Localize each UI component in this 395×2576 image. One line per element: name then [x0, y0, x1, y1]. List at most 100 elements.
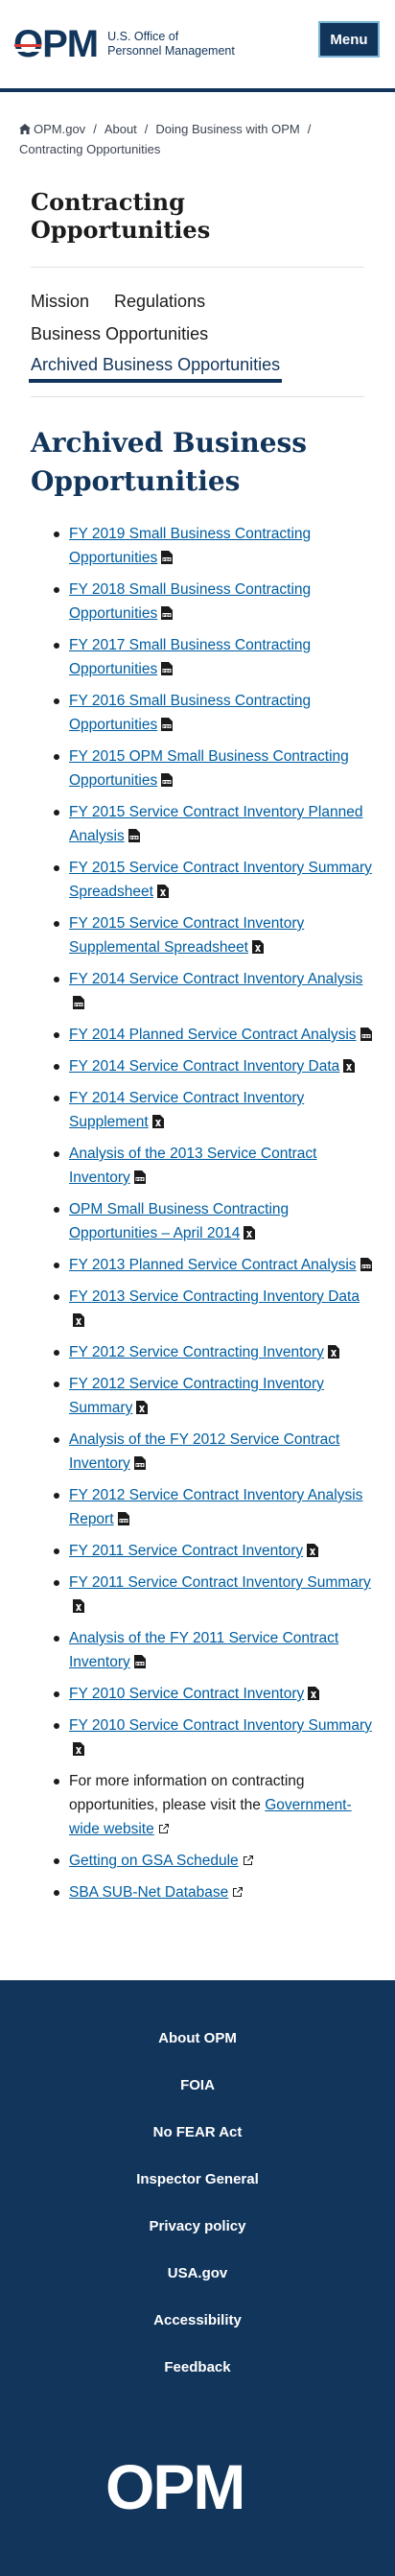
opportunity-link[interactable]: FY 2019 Small Business Contracting Oppor…	[69, 526, 312, 566]
svg-text:PDF: PDF	[362, 1264, 371, 1268]
opportunity-link[interactable]: FY 2012 Service Contract Inventory Analy…	[69, 1487, 363, 1527]
footer-link-usa-gov[interactable]: USA.gov	[167, 2265, 228, 2281]
logo-swoosh-icon	[14, 44, 41, 52]
section-subnav: Mission Regulations Business Opportuniti…	[29, 285, 364, 397]
opm-logo[interactable]: OPM U.S. Office of Personnel Management	[13, 25, 235, 63]
home-icon	[19, 124, 31, 134]
list-item: FY 2012 Service Contracting Inventory	[54, 1340, 372, 1364]
list-item: FY 2015 Service Contract Inventory Summa…	[54, 856, 372, 904]
opportunity-link[interactable]: FY 2012 Service Contracting Inventory Su…	[69, 1376, 324, 1416]
opportunity-link[interactable]: FY 2017 Small Business Contracting Oppor…	[69, 637, 312, 677]
excel-file-icon	[308, 1687, 320, 1700]
opportunity-link[interactable]: FY 2011 Service Contract Inventory	[69, 1543, 304, 1559]
list-item: FY 2014 Service Contract Inventory Data	[54, 1054, 372, 1078]
external-link-icon	[158, 1824, 169, 1833]
subnav-archived-opportunities[interactable]: Archived Business Opportunities	[29, 350, 283, 383]
pdf-file-icon: PDF	[161, 662, 174, 675]
pdf-file-icon: PDF	[161, 773, 174, 787]
footer-link-feedback[interactable]: Feedback	[164, 2359, 231, 2375]
list-item: Analysis of the 2013 Service Contract In…	[54, 1142, 372, 1190]
list-item: FY 2015 Service Contract Inventory Suppl…	[54, 911, 372, 959]
pdf-file-icon: PDF	[161, 718, 174, 731]
svg-text:PDF: PDF	[136, 1463, 145, 1467]
sba-subnet-link[interactable]: SBA SUB-Net Database	[69, 1884, 229, 1901]
opportunity-link[interactable]: FY 2010 Service Contract Inventory Summa…	[69, 1717, 372, 1734]
svg-text:PDF: PDF	[163, 724, 172, 728]
svg-text:PDF: PDF	[136, 1662, 145, 1666]
logo-text: U.S. Office of Personnel Management	[107, 30, 235, 59]
list-item: FY 2010 Service Contract Inventory	[54, 1682, 372, 1706]
breadcrumb-separator: /	[144, 122, 149, 136]
excel-file-icon	[151, 1115, 164, 1128]
menu-button[interactable]: Menu	[318, 21, 380, 58]
list-item: Analysis of the FY 2011 Service Contract…	[54, 1626, 372, 1674]
pdf-file-icon: PDF	[161, 551, 174, 564]
government-wide-website-link[interactable]: Government-wide website	[69, 1797, 352, 1837]
footer-link-inspector-general[interactable]: Inspector General	[136, 2171, 259, 2187]
pdf-file-icon: PDF	[133, 1456, 146, 1470]
breadcrumb-current: Contracting Opportunities	[19, 142, 161, 156]
list-item: FY 2013 Service Contracting Inventory Da…	[54, 1285, 372, 1333]
opportunity-link[interactable]: FY 2015 Service Contract Inventory Plann…	[69, 804, 363, 844]
list-item-more-info: For more information on contracting oppo…	[54, 1769, 372, 1841]
opportunity-link[interactable]: FY 2016 Small Business Contracting Oppor…	[69, 693, 312, 733]
pdf-file-icon: PDF	[117, 1512, 129, 1525]
opportunity-link[interactable]: OPM Small Business Contracting Opportuni…	[69, 1201, 290, 1241]
opportunity-link[interactable]: FY 2013 Planned Service Contract Analysi…	[69, 1257, 357, 1273]
opportunity-link[interactable]: FY 2014 Service Contract Inventory Analy…	[69, 971, 363, 987]
opportunity-link[interactable]: FY 2018 Small Business Contracting Oppor…	[69, 581, 312, 622]
breadcrumb-doing-business[interactable]: Doing Business with OPM	[155, 122, 300, 136]
svg-text:PDF: PDF	[136, 1177, 145, 1181]
opportunity-link[interactable]: FY 2014 Service Contract Inventory Data	[69, 1058, 340, 1075]
subnav-business-opportunities[interactable]: Business Opportunities	[31, 324, 209, 343]
opportunity-link[interactable]: Analysis of the 2013 Service Contract In…	[69, 1146, 317, 1186]
subnav-mission[interactable]: Mission	[31, 292, 90, 311]
breadcrumb: OPM.gov / About / Doing Business with OPM / C…	[0, 92, 395, 159]
breadcrumb-opm[interactable]: OPM.gov	[34, 122, 86, 136]
svg-text:PDF: PDF	[119, 1519, 128, 1523]
breadcrumb-about[interactable]: About	[104, 122, 137, 136]
logo-line-2: Personnel Management	[107, 44, 235, 58]
opportunity-link[interactable]: Analysis of the FY 2012 Service Contract…	[69, 1431, 340, 1472]
subnav-regulations[interactable]: Regulations	[114, 292, 206, 311]
opportunity-link[interactable]: FY 2010 Service Contract Inventory	[69, 1686, 305, 1702]
footer-link-privacy-policy[interactable]: Privacy policy	[149, 2218, 246, 2234]
list-item: FY 2017 Small Business Contracting Oppor…	[54, 633, 372, 681]
list-item: FY 2011 Service Contract Inventory Summa…	[54, 1571, 372, 1619]
external-link-icon	[233, 1887, 244, 1897]
excel-file-icon	[343, 1059, 356, 1073]
pdf-file-icon: PDF	[133, 1170, 146, 1184]
footer-links: About OPM FOIA No FEAR Act Inspector Gen…	[0, 1980, 395, 2391]
excel-file-icon	[73, 1313, 84, 1327]
opportunity-link[interactable]: FY 2015 OPM Small Business Contracting O…	[69, 748, 349, 789]
opportunity-link[interactable]: FY 2012 Service Contracting Inventory	[69, 1344, 324, 1360]
footer-link-no-fear-act[interactable]: No FEAR Act	[152, 2124, 243, 2140]
svg-text:PDF: PDF	[163, 613, 172, 617]
external-link-icon	[243, 1855, 253, 1865]
svg-text:PDF: PDF	[75, 1003, 83, 1006]
excel-file-icon	[73, 1599, 84, 1613]
opportunity-link[interactable]: FY 2015 Service Contract Inventory Suppl…	[69, 915, 305, 956]
opportunity-link[interactable]: FY 2015 Service Contract Inventory Summa…	[69, 860, 372, 900]
gsa-schedule-link[interactable]: Getting on GSA Schedule	[69, 1853, 239, 1869]
footer-opm-logo[interactable]: OPM	[105, 2451, 245, 2522]
opportunity-link[interactable]: FY 2013 Service Contracting Inventory Da…	[69, 1288, 360, 1305]
opportunity-link[interactable]: FY 2014 Planned Service Contract Analysi…	[69, 1027, 357, 1043]
list-item: FY 2012 Service Contract Inventory Analy…	[54, 1483, 372, 1531]
excel-file-icon	[73, 1742, 84, 1756]
opportunity-link[interactable]: FY 2014 Service Contract Inventory Suppl…	[69, 1090, 305, 1130]
opportunity-link[interactable]: FY 2011 Service Contract Inventory Summa…	[69, 1574, 371, 1591]
footer-link-foia[interactable]: FOIA	[180, 2077, 215, 2093]
list-item: FY 2013 Planned Service Contract Analysi…	[54, 1253, 372, 1277]
opportunity-link[interactable]: Analysis of the FY 2011 Service Contract…	[69, 1630, 339, 1670]
excel-file-icon	[327, 1345, 339, 1359]
site-header: OPM U.S. Office of Personnel Management …	[0, 0, 395, 92]
pdf-file-icon: PDF	[128, 829, 140, 842]
footer-link-about[interactable]: About OPM	[158, 2030, 237, 2046]
list-item: FY 2015 OPM Small Business Contracting O…	[54, 744, 372, 792]
svg-text:PDF: PDF	[362, 1034, 371, 1038]
footer-link-accessibility[interactable]: Accessibility	[153, 2312, 242, 2328]
breadcrumb-separator: /	[93, 122, 97, 136]
list-item: FY 2018 Small Business Contracting Oppor…	[54, 578, 372, 626]
